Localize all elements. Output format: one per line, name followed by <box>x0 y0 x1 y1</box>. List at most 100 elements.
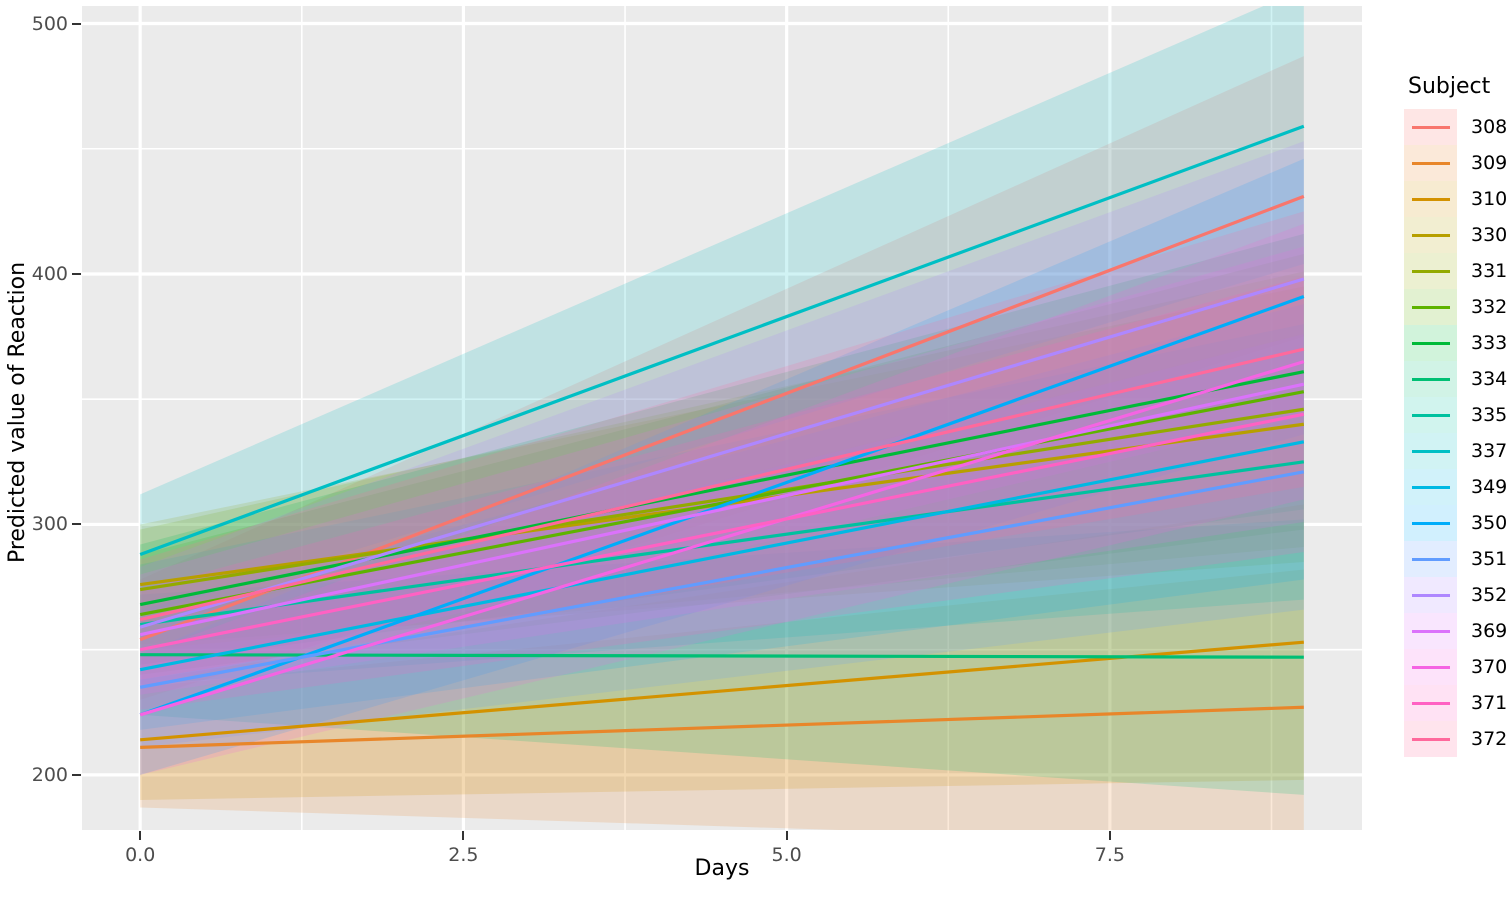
fitted-line <box>139 470 1305 689</box>
legend-line-icon <box>1411 413 1450 417</box>
confidence-ribbon <box>140 276 1304 710</box>
x-axis-title: Days <box>694 856 750 881</box>
legend-item-label: 337 <box>1471 440 1508 462</box>
legend-item-331[interactable]: 331 <box>1404 253 1512 289</box>
x-tick-label: 2.5 <box>448 844 479 866</box>
legend-item-372[interactable]: 372 <box>1404 721 1512 757</box>
legend-item-label: 351 <box>1471 548 1508 570</box>
legend-line-icon <box>1411 233 1450 237</box>
legend-key-swatch <box>1404 721 1457 757</box>
confidence-ribbon <box>140 569 1304 830</box>
legend-item-370[interactable]: 370 <box>1404 649 1512 685</box>
confidence-ribbon <box>140 233 1304 665</box>
legend-item-label: 310 <box>1471 188 1508 210</box>
legend-items: 308 309 310 330 331 332 333 334 335 337 349 350 351 3… <box>1404 109 1512 757</box>
legend-key-swatch <box>1404 505 1457 541</box>
fitted-line <box>139 382 1305 637</box>
legend-item-label: 372 <box>1471 728 1508 750</box>
legend-item-335[interactable]: 335 <box>1404 397 1512 433</box>
legend-key-swatch <box>1404 217 1457 253</box>
legend-key-swatch <box>1404 361 1457 397</box>
confidence-ribbon <box>140 253 1304 675</box>
legend-key-swatch <box>1404 145 1457 181</box>
legend-item-330[interactable]: 330 <box>1404 217 1512 253</box>
fitted-line <box>139 295 1305 717</box>
legend: Subject 308 309 310 330 331 332 333 334 335 337 34… <box>1372 74 1512 757</box>
legend-item-label: 334 <box>1471 368 1508 390</box>
legend-key-swatch <box>1404 433 1457 469</box>
legend-item-309[interactable]: 309 <box>1404 145 1512 181</box>
fitted-line <box>139 412 1305 652</box>
plot-panel-wrap <box>82 6 1362 830</box>
legend-item-332[interactable]: 332 <box>1404 289 1512 325</box>
legend-item-337[interactable]: 337 <box>1404 433 1512 469</box>
legend-line-icon <box>1411 701 1450 705</box>
fitted-line <box>139 347 1305 622</box>
legend-line-icon <box>1411 593 1450 597</box>
y-tick-label: 500 <box>31 12 68 35</box>
legend-item-label: 349 <box>1471 476 1508 498</box>
legend-item-333[interactable]: 333 <box>1404 325 1512 361</box>
legend-item-310[interactable]: 310 <box>1404 181 1512 217</box>
legend-item-352[interactable]: 352 <box>1404 577 1512 613</box>
legend-item-350[interactable]: 350 <box>1404 505 1512 541</box>
legend-line-icon <box>1411 341 1450 345</box>
fitted-line <box>139 124 1305 557</box>
legend-key-swatch <box>1404 325 1457 361</box>
fitted-line <box>139 460 1305 627</box>
legend-line-icon <box>1411 161 1450 165</box>
x-tick-mark <box>462 831 465 840</box>
legend-line-icon <box>1411 125 1450 129</box>
legend-item-label: 369 <box>1471 620 1508 642</box>
confidence-ribbon <box>140 334 1304 748</box>
legend-key-swatch <box>1404 397 1457 433</box>
legend-line-icon <box>1411 197 1450 201</box>
legend-key-swatch <box>1404 649 1457 685</box>
legend-item-label: 350 <box>1471 512 1508 534</box>
legend-line-icon <box>1411 269 1450 273</box>
legend-line-icon <box>1411 737 1450 741</box>
y-tick-mark <box>72 272 81 275</box>
x-tick-mark <box>139 831 142 840</box>
legend-line-icon <box>1411 665 1450 669</box>
legend-item-369[interactable]: 369 <box>1404 613 1512 649</box>
legend-item-label: 309 <box>1471 152 1508 174</box>
legend-key-swatch <box>1404 541 1457 577</box>
y-tick-label: 200 <box>31 763 68 786</box>
legend-key-swatch <box>1404 289 1457 325</box>
x-tick-label: 5.0 <box>771 844 802 866</box>
fitted-line <box>139 277 1305 629</box>
x-tick-mark <box>785 831 788 840</box>
plot-panel <box>82 6 1362 830</box>
legend-item-label: 308 <box>1471 116 1508 138</box>
legend-item-349[interactable]: 349 <box>1404 469 1512 505</box>
legend-line-icon <box>1411 557 1450 561</box>
legend-line-icon <box>1411 485 1450 489</box>
y-tick-mark <box>72 773 81 776</box>
legend-item-308[interactable]: 308 <box>1404 109 1512 145</box>
legend-title: Subject <box>1408 74 1491 99</box>
legend-item-371[interactable]: 371 <box>1404 685 1512 721</box>
plot-area <box>82 6 1362 830</box>
fitted-line <box>139 407 1305 592</box>
legend-key-swatch <box>1404 253 1457 289</box>
confidence-ribbon <box>140 504 1304 800</box>
legend-key-swatch <box>1404 577 1457 613</box>
x-tick-label: 0.0 <box>125 844 156 866</box>
fitted-line <box>139 390 1305 617</box>
fitted-line <box>139 370 1305 607</box>
legend-key-swatch <box>1404 469 1457 505</box>
y-tick-label: 300 <box>31 513 68 536</box>
legend-item-label: 335 <box>1471 404 1508 426</box>
legend-line-icon <box>1411 521 1450 525</box>
legend-item-351[interactable]: 351 <box>1404 541 1512 577</box>
legend-item-334[interactable]: 334 <box>1404 361 1512 397</box>
legend-line-icon <box>1411 377 1450 381</box>
fitted-line <box>139 360 1305 717</box>
legend-item-label: 332 <box>1471 296 1508 318</box>
legend-item-label: 371 <box>1471 692 1508 714</box>
legend-key-swatch <box>1404 181 1457 217</box>
legend-line-icon <box>1411 449 1450 453</box>
legend-item-label: 331 <box>1471 260 1508 282</box>
